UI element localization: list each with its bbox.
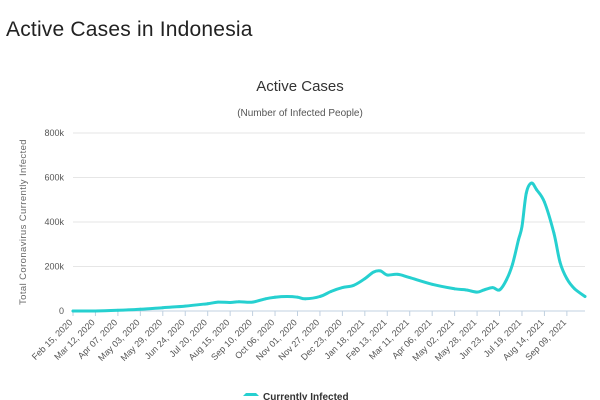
data-point xyxy=(552,231,556,235)
data-point xyxy=(520,225,524,228)
data-point xyxy=(379,269,382,273)
data-point xyxy=(273,295,277,299)
data-point xyxy=(408,276,412,279)
data-point xyxy=(216,300,220,304)
data-point xyxy=(573,287,576,291)
legend-swatch-icon xyxy=(243,393,259,396)
legend[interactable]: Currently Infected xyxy=(243,392,349,400)
data-point xyxy=(453,287,456,291)
data-point xyxy=(138,307,142,311)
data-point xyxy=(264,297,267,301)
data-point xyxy=(94,309,97,313)
data-point xyxy=(329,290,333,293)
data-point xyxy=(565,277,569,281)
data-point xyxy=(161,306,165,310)
data-point xyxy=(505,278,508,282)
data-point xyxy=(396,272,399,276)
data-point xyxy=(318,295,322,298)
data-point xyxy=(352,284,355,287)
data-point xyxy=(237,300,241,304)
y-gridlines xyxy=(73,132,585,267)
y-tick-label: 600k xyxy=(44,173,64,183)
data-point xyxy=(558,260,562,264)
y-tick-label: 400k xyxy=(44,217,64,227)
data-point xyxy=(341,286,344,289)
data-point xyxy=(385,273,389,277)
data-point xyxy=(372,270,375,274)
data-point xyxy=(524,191,528,195)
data-point xyxy=(285,295,289,298)
data-point xyxy=(475,290,479,294)
data-point xyxy=(116,308,120,312)
data-point xyxy=(491,286,494,289)
chart-title: Active Cases xyxy=(256,78,344,95)
y-tick-label: 200k xyxy=(44,262,64,272)
x-axis xyxy=(72,310,585,316)
series-layer xyxy=(71,181,587,313)
data-point xyxy=(363,277,367,281)
data-point xyxy=(71,309,75,313)
data-point xyxy=(251,300,255,304)
data-point xyxy=(498,288,501,292)
data-point xyxy=(228,301,232,304)
data-point xyxy=(303,297,307,301)
data-point xyxy=(535,188,538,192)
page-heading: Active Cases in Indonesia xyxy=(6,18,253,41)
data-point xyxy=(464,288,468,292)
y-axis-label: Total Coronavirus Currently Infected xyxy=(18,139,29,305)
data-point xyxy=(530,181,533,185)
data-point xyxy=(583,295,587,298)
legend-label[interactable]: Currently Infected xyxy=(263,392,349,400)
y-tick-label: 0 xyxy=(59,306,64,316)
data-point xyxy=(430,282,434,286)
data-point xyxy=(511,262,514,266)
chart-subtitle: (Number of Infected People) xyxy=(237,108,363,119)
data-point xyxy=(482,288,486,292)
series-line-currently-infected xyxy=(71,181,587,313)
data-point xyxy=(206,302,210,306)
data-point xyxy=(543,200,546,204)
data-point xyxy=(296,295,299,299)
data-point xyxy=(183,304,187,308)
y-tick-labels: 0 200k 400k 600k 800k xyxy=(44,128,64,316)
data-point xyxy=(517,238,520,242)
y-tick-label: 800k xyxy=(44,128,64,138)
